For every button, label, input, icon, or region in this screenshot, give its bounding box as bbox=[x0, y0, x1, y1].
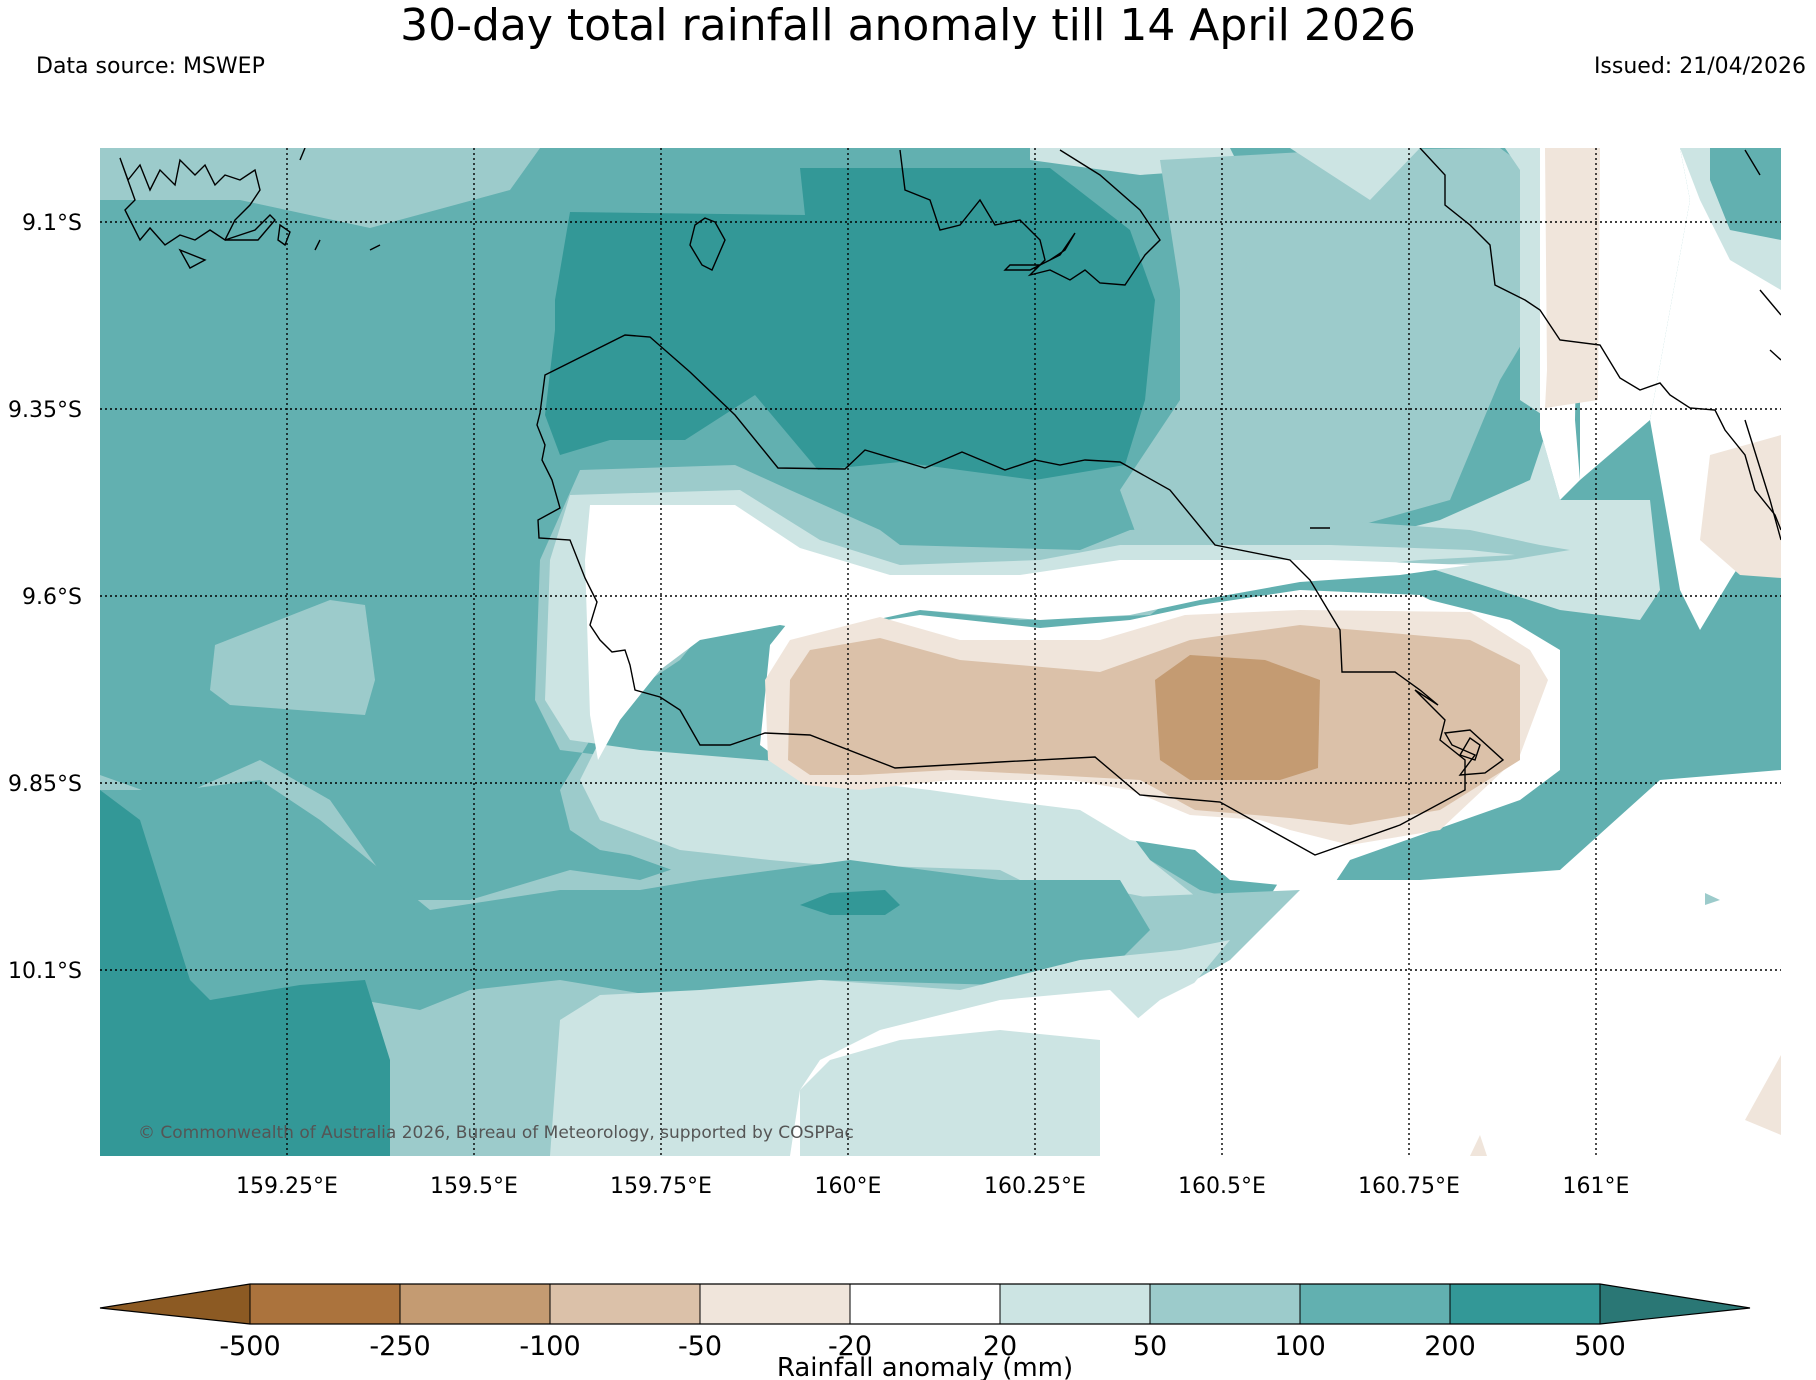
copyright-credit: © Commonwealth of Australia 2026, Bureau… bbox=[138, 1123, 854, 1143]
colorbar-tick-label: 20 bbox=[983, 1331, 1017, 1362]
lon-label: 159.5°E bbox=[430, 1174, 518, 1199]
issued-date-label: Issued: 21/04/2026 bbox=[1593, 54, 1806, 79]
colorbar-tick-label: 50 bbox=[1133, 1331, 1167, 1362]
colorbar-segment bbox=[1000, 1284, 1150, 1324]
island-coastline bbox=[1759, 289, 1781, 316]
island-coastline bbox=[299, 148, 306, 161]
islet-coastline bbox=[178, 248, 207, 269]
islet-coastline bbox=[689, 217, 726, 271]
contour-neutral bbox=[1100, 970, 1290, 1156]
map-title: 30-day total rainfall anomaly till 14 Ap… bbox=[400, 0, 1416, 51]
islet-coastline bbox=[1458, 736, 1481, 761]
lon-label: 160.25°E bbox=[984, 1174, 1086, 1199]
island-coastline bbox=[119, 157, 261, 246]
colorbar-title: Rainfall anomaly (mm) bbox=[777, 1353, 1073, 1380]
graticule bbox=[100, 148, 1781, 1156]
colorbar-segment bbox=[250, 1284, 400, 1324]
colorbar-segment bbox=[1150, 1284, 1300, 1324]
contour-m50-m20 bbox=[1745, 1055, 1781, 1135]
colorbar-tick-label: -250 bbox=[369, 1331, 430, 1362]
contour-100-200 bbox=[1710, 148, 1781, 240]
islet-coastline bbox=[1003, 232, 1076, 271]
contour-neutral bbox=[585, 505, 1470, 760]
contour-200-500 bbox=[545, 168, 1155, 480]
contour-neutral bbox=[1100, 770, 1781, 1156]
contour-200-500 bbox=[100, 790, 390, 1156]
colorbar-segment bbox=[1450, 1284, 1600, 1324]
coastlines bbox=[119, 148, 1781, 856]
contour-200-500 bbox=[800, 890, 900, 915]
data-source-label: Data source: MSWEP bbox=[36, 54, 265, 79]
colorbar-segment bbox=[850, 1284, 1000, 1324]
contour-20-50 bbox=[1300, 148, 1660, 620]
colorbar-segment bbox=[550, 1284, 700, 1324]
lat-label: 9.1°S bbox=[22, 211, 82, 236]
islet-coastline bbox=[314, 239, 321, 251]
contour-50-100 bbox=[1705, 893, 1720, 905]
colorbar-tick-label: 500 bbox=[1574, 1331, 1626, 1362]
lon-label: 161°E bbox=[1563, 1174, 1630, 1199]
lat-label: 9.6°S bbox=[22, 585, 82, 610]
contour-100-200 bbox=[100, 780, 1150, 1010]
contour-neutral bbox=[1580, 148, 1690, 480]
island-coastline bbox=[1744, 149, 1761, 176]
contour-20-50 bbox=[800, 1030, 1100, 1156]
colorbar-tick-label: -100 bbox=[519, 1331, 580, 1362]
contour-50-100 bbox=[1120, 148, 1530, 545]
island-coastline bbox=[899, 149, 1161, 286]
island-coastline bbox=[1744, 419, 1781, 541]
colorbar-extend-high bbox=[1600, 1284, 1750, 1324]
colorbar: -500 -250 -100 -50 -20 20 50 100 200 500… bbox=[99, 1283, 1751, 1380]
lon-label: 160°E bbox=[815, 1174, 882, 1199]
rainfall-contours bbox=[100, 148, 1781, 1156]
colorbar-tick-label: 200 bbox=[1424, 1331, 1476, 1362]
contour-m250-m100 bbox=[1155, 655, 1320, 780]
island-coastline bbox=[1769, 349, 1781, 361]
lat-label: 9.35°S bbox=[8, 398, 82, 423]
contour-m100-m50 bbox=[788, 625, 1520, 825]
island-coastline bbox=[536, 334, 1466, 856]
lat-label: 10.1°S bbox=[8, 959, 82, 984]
island-coastline bbox=[1443, 729, 1505, 776]
islet-coastline bbox=[277, 223, 291, 247]
contour-m50-m20 bbox=[1470, 1135, 1487, 1156]
islet-coastline bbox=[224, 214, 276, 241]
contour-50-100 bbox=[100, 148, 540, 228]
colorbar-dividers bbox=[249, 1284, 1601, 1324]
lat-label: 9.85°S bbox=[8, 772, 82, 797]
island-coastline bbox=[1419, 148, 1781, 531]
colorbar-segment bbox=[400, 1284, 550, 1324]
colorbar-tick-label: 100 bbox=[1274, 1331, 1326, 1362]
colorbar-segment bbox=[700, 1284, 850, 1324]
colorbar-tick-label: -500 bbox=[219, 1331, 280, 1362]
colorbar-tick-label: -50 bbox=[678, 1331, 722, 1362]
lon-label: 160.5°E bbox=[1178, 1174, 1266, 1199]
lon-label: 159.25°E bbox=[236, 1174, 338, 1199]
contour-20-50 bbox=[1290, 148, 1420, 200]
lon-label: 160.75°E bbox=[1358, 1174, 1460, 1199]
lon-label: 159.75°E bbox=[610, 1174, 712, 1199]
colorbar-extend-low bbox=[100, 1284, 250, 1324]
contour-m50-m20 bbox=[1545, 148, 1600, 408]
colorbar-segment bbox=[1300, 1284, 1450, 1324]
islet-coastline bbox=[369, 244, 381, 251]
colorbar-tick-label: -20 bbox=[828, 1331, 872, 1362]
contour-50-100 bbox=[210, 600, 375, 715]
